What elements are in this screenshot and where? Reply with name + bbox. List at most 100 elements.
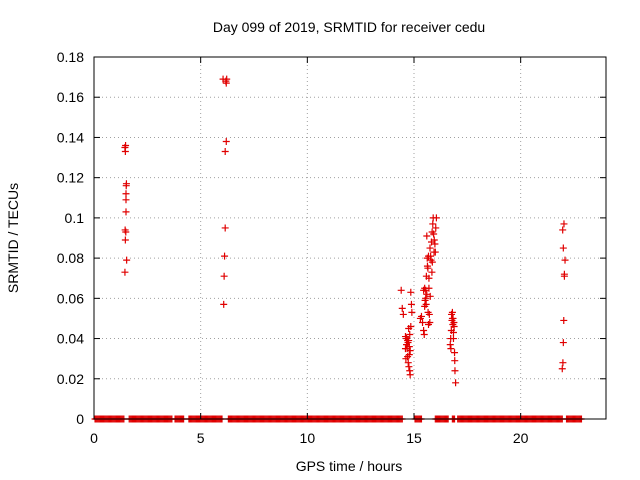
data-point [122, 180, 130, 188]
data-point [221, 224, 229, 232]
data-point [559, 226, 567, 234]
y-tick-label: 0.08 [57, 250, 84, 266]
data-point [121, 236, 129, 244]
data-point [428, 268, 436, 276]
plot-frame [93, 56, 607, 420]
data-point [404, 359, 412, 367]
data-point [421, 296, 429, 304]
data-point [121, 268, 129, 276]
data-point [407, 288, 415, 296]
data-point [426, 244, 434, 252]
data-point [430, 236, 438, 244]
data-point [559, 359, 567, 367]
chart-title: Day 099 of 2019, SRMTID for receiver ced… [213, 19, 485, 35]
data-point [430, 230, 438, 238]
data-point [420, 331, 428, 339]
y-axis-label: SRMTID / TECUs [5, 183, 21, 293]
data-point [121, 226, 129, 234]
data-point [424, 308, 432, 316]
data-point [397, 286, 405, 294]
data-point [408, 308, 416, 316]
data-point [449, 329, 457, 337]
data-point [422, 300, 430, 308]
data-point [417, 312, 425, 320]
data-point [402, 355, 410, 363]
data-point [452, 379, 460, 387]
data-point [405, 351, 413, 359]
x-tick-label: 0 [90, 430, 98, 446]
data-point [122, 208, 130, 216]
data-point [406, 331, 414, 339]
y-tick-label: 0 [76, 411, 84, 427]
x-tick-label: 5 [197, 430, 205, 446]
data-points [121, 75, 569, 387]
data-point [401, 345, 409, 353]
data-point [422, 272, 430, 280]
data-point [430, 248, 438, 256]
y-tick-label: 0.18 [57, 49, 84, 65]
data-point [405, 343, 413, 351]
data-point [398, 304, 406, 312]
data-point [451, 357, 459, 365]
data-point [221, 148, 229, 156]
data-point [451, 367, 459, 375]
data-point [122, 190, 130, 198]
data-point [426, 318, 434, 326]
data-point [420, 327, 428, 335]
x-tick-label: 15 [406, 430, 422, 446]
data-point [428, 258, 436, 266]
data-point [558, 365, 566, 373]
data-point [399, 310, 407, 318]
y-tick-label: 0.16 [57, 89, 84, 105]
data-point [222, 137, 230, 145]
data-point [432, 214, 440, 222]
data-point [560, 270, 568, 278]
x-axis-label: GPS time / hours [296, 458, 403, 474]
y-tick-label: 0.06 [57, 290, 84, 306]
data-point [449, 335, 457, 343]
data-point [419, 318, 427, 326]
x-tick-label: 10 [300, 430, 316, 446]
data-point [432, 224, 440, 232]
data-point [220, 272, 228, 280]
data-point [407, 322, 415, 330]
data-point [426, 292, 434, 300]
data-point [221, 252, 229, 260]
data-point [559, 244, 567, 252]
data-point [405, 363, 413, 371]
data-point [451, 349, 459, 357]
data-point [423, 262, 431, 270]
data-point [406, 347, 414, 355]
data-point [404, 337, 412, 345]
data-point [450, 318, 458, 326]
x-tick-label: 20 [513, 430, 529, 446]
data-point [448, 310, 456, 318]
data-point [406, 371, 414, 379]
data-point [407, 300, 415, 308]
data-point [122, 196, 130, 204]
y-tick-label: 0.04 [57, 331, 84, 347]
data-point [223, 75, 231, 83]
y-tick-label: 0.02 [57, 371, 84, 387]
grid-lines [94, 57, 606, 419]
data-point [431, 240, 439, 248]
data-point [429, 220, 437, 228]
data-point [420, 286, 428, 294]
data-point [446, 341, 454, 349]
y-axis-ticks: 0 0.02 0.04 0.06 0.08 0.1 0.12 0.14 0.16 0.18 [57, 49, 606, 427]
data-point [447, 345, 455, 353]
data-point [423, 232, 431, 240]
data-point [122, 141, 130, 149]
data-point [220, 300, 228, 308]
y-tick-label: 0.14 [57, 129, 84, 145]
data-point [425, 284, 433, 292]
data-point [560, 316, 568, 324]
data-point [123, 256, 131, 264]
y-tick-label: 0.12 [57, 170, 84, 186]
y-tick-label: 0.1 [65, 210, 85, 226]
data-point [561, 256, 569, 264]
x-axis-ticks: 0 5 10 15 20 [90, 57, 529, 446]
data-point [449, 314, 457, 322]
data-point [560, 220, 568, 228]
